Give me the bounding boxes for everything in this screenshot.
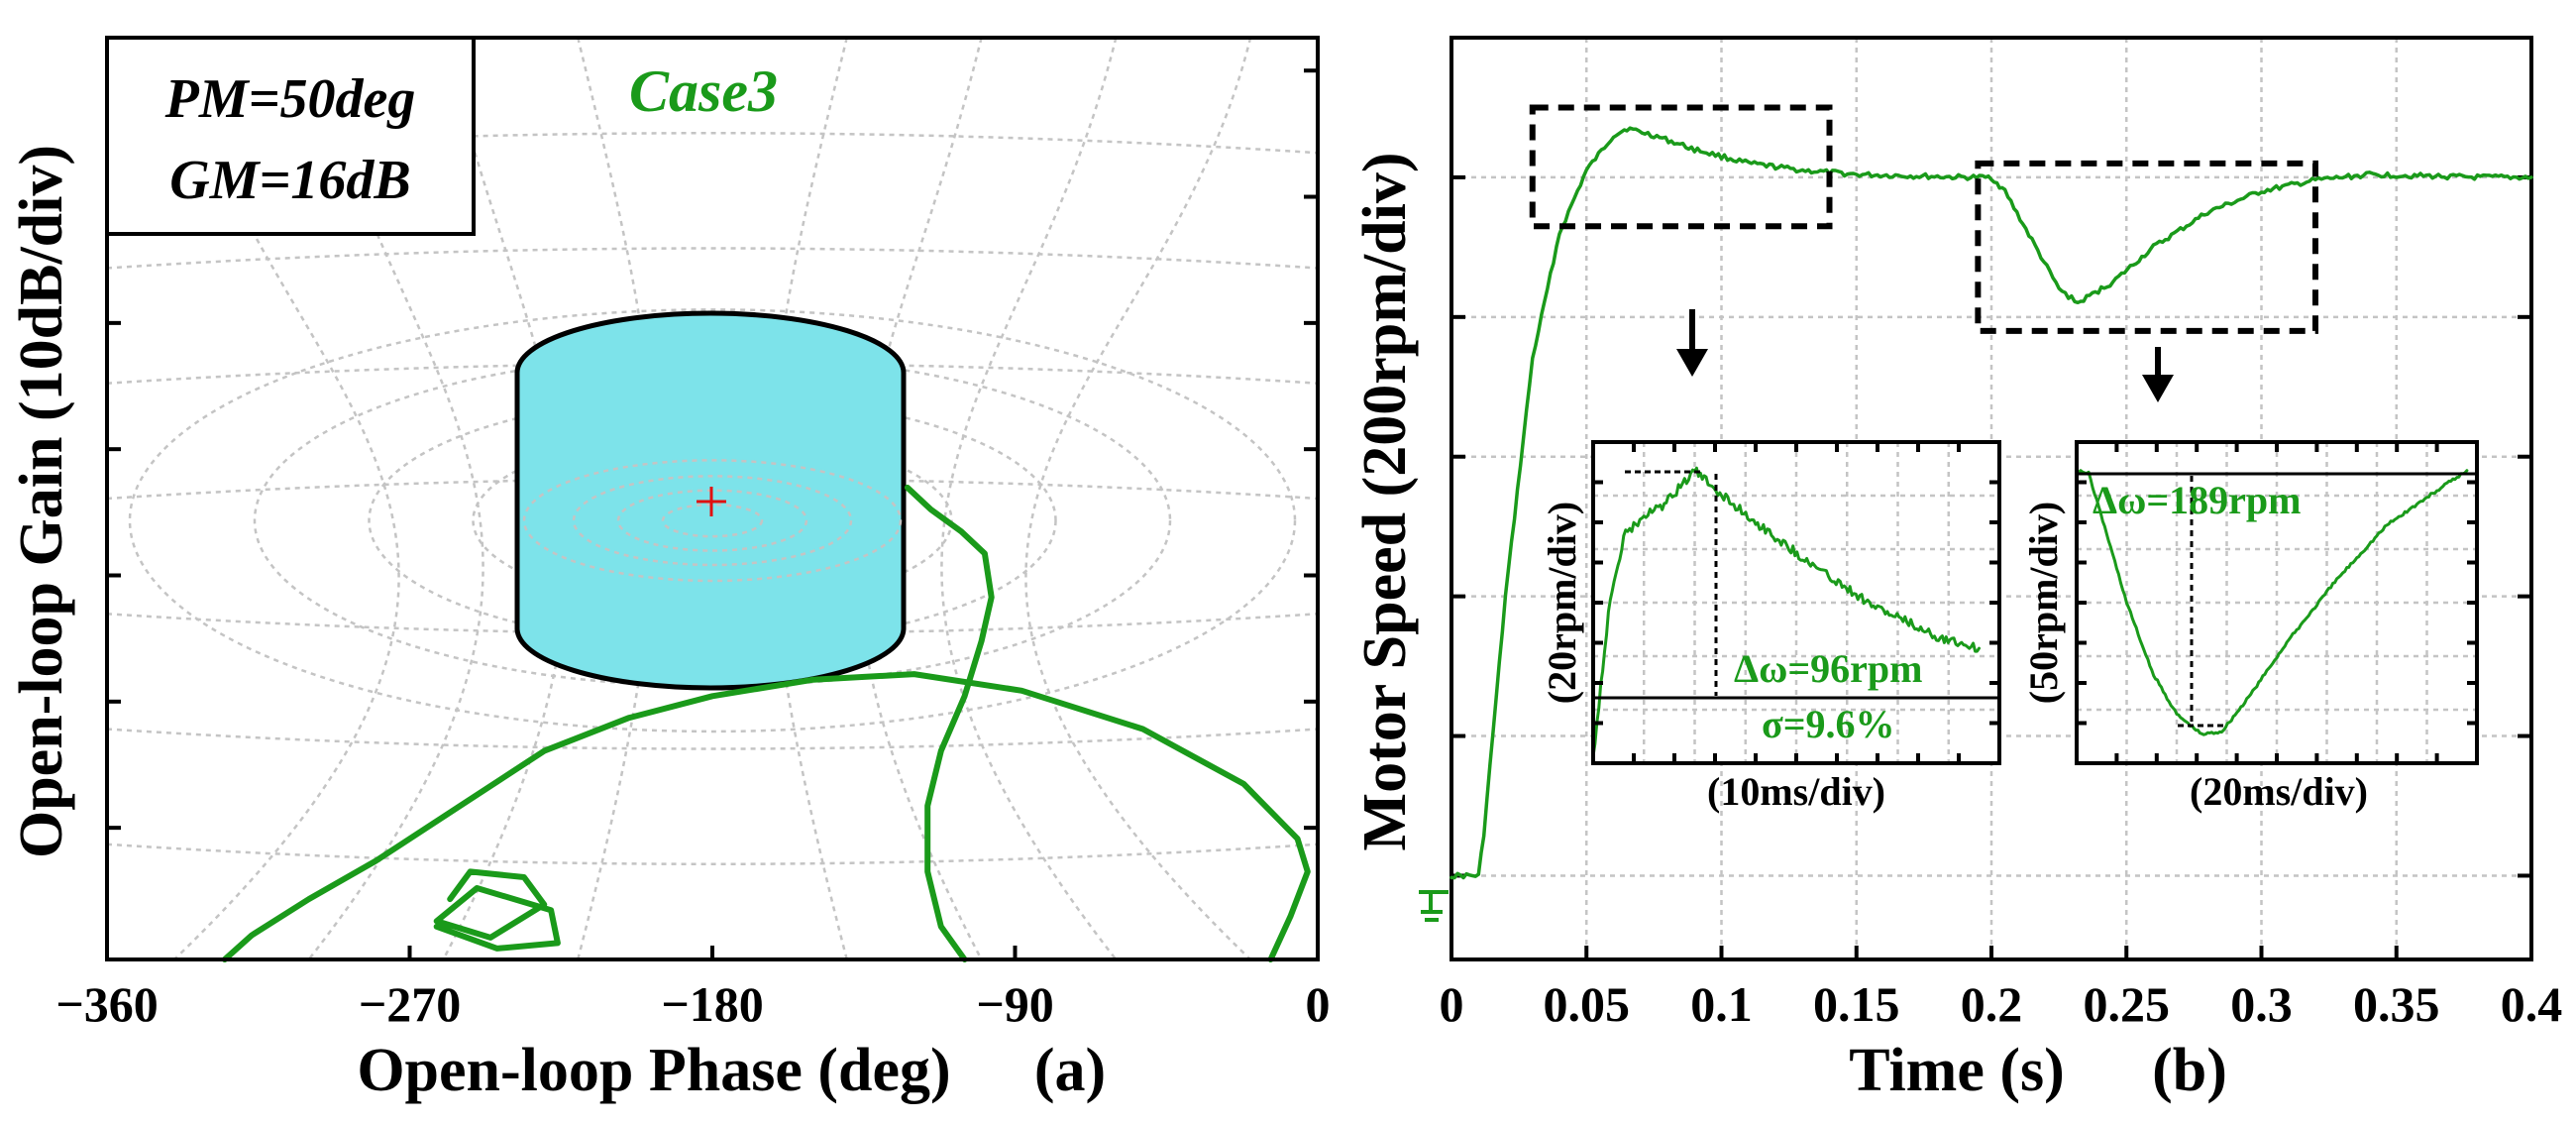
panel-label-a: (a) — [1034, 1037, 1106, 1104]
loop-curve — [433, 868, 561, 952]
zoom-box — [1975, 160, 2318, 334]
inset2-y-label: (50rpm/div) — [2021, 502, 2066, 704]
inset1-grid — [1593, 442, 1999, 763]
inset2-ticks — [2077, 442, 2477, 763]
nichols-chart-panel: PM=50deg GM=16dB Case3 −360 −270 −180 −90 0 … — [8, 36, 1331, 1104]
x-tick-label-a: 0 — [1306, 976, 1331, 1032]
pm-label: PM=50deg — [164, 68, 416, 130]
x-tick-label-b: 0.3 — [2230, 976, 2293, 1032]
gain-contour — [106, 728, 1319, 750]
y-axis-label-a: Open-loop Gain (10dB/div) — [8, 145, 75, 858]
speed-trace — [1449, 126, 2533, 880]
inner-m-circle — [661, 503, 764, 538]
speed-response-panel: Δω=96rpm σ=9.6% (10ms/div) (20rpm/div) Δ… — [1351, 36, 2563, 1104]
x-tick-label-b: 0.4 — [2501, 976, 2563, 1032]
inset1-y-label: (20rpm/div) — [1540, 502, 1584, 704]
inset1-curve — [1591, 466, 1981, 758]
m-circle — [128, 308, 1297, 733]
inset2-delta-label: Δω=189rpm — [2093, 478, 2301, 522]
loop-curve — [221, 671, 1311, 962]
y-axis-label-b: Motor Speed (200rpm/div) — [1351, 153, 1419, 851]
x-tick-label-a: −270 — [359, 976, 462, 1032]
inset1-delta-label: Δω=96rpm — [1734, 646, 1922, 691]
critical-point-marker — [697, 487, 726, 516]
x-tick-labels-a: −360 −270 −180 −90 0 — [55, 976, 1330, 1032]
n-circle — [940, 37, 1118, 960]
zoom-boxes — [1529, 104, 2318, 334]
dip-inset: Δω=189rpm (20ms/div) (50rpm/div) — [2021, 440, 2479, 814]
overshoot-inset: Δω=96rpm σ=9.6% (10ms/div) (20rpm/div) — [1540, 440, 2001, 814]
inset-trace — [1591, 466, 1981, 758]
x-axis-label-b: Time (s) — [1849, 1037, 2065, 1104]
x-axis-label-a: Open-loop Phase (deg) — [357, 1037, 950, 1104]
n-circle — [172, 37, 400, 960]
zoom-arrows — [1676, 309, 2174, 402]
panel-label-b: (b) — [2152, 1037, 2227, 1104]
x-tick-labels-b: 0 0.05 0.1 0.15 0.2 0.25 0.3 0.35 0.4 — [1440, 976, 2563, 1032]
x-tick-label-b: 0 — [1440, 976, 1464, 1032]
x-tick-label-b: 0.1 — [1690, 976, 1753, 1032]
axis-ticks-b — [1449, 174, 2533, 959]
x-tick-label-a: −360 — [55, 976, 159, 1032]
inset-trace — [2075, 469, 2469, 736]
inner-m-circle — [522, 459, 903, 583]
x-tick-label-b: 0.2 — [1961, 976, 2023, 1032]
x-tick-label-b: 0.25 — [2084, 976, 2171, 1032]
gm-label: GM=16dB — [169, 150, 411, 211]
x-tick-label-b: 0.35 — [2353, 976, 2440, 1032]
speed-curve — [1449, 126, 2533, 880]
x-tick-label-b: 0.15 — [1813, 976, 1900, 1032]
inset2-x-label: (20ms/div) — [2190, 769, 2368, 814]
x-tick-label-b: 0.05 — [1544, 976, 1631, 1032]
ground-symbol — [1419, 890, 1449, 922]
n-circle — [1024, 37, 1252, 960]
inset2-curve — [2075, 469, 2469, 736]
case-title: Case3 — [629, 58, 778, 124]
inner-m-circle — [572, 475, 853, 567]
gain-contour — [106, 843, 1319, 865]
x-tick-label-a: −180 — [661, 976, 764, 1032]
inset1-sigma-label: σ=9.6% — [1762, 702, 1895, 746]
inset1-ticks — [1593, 442, 1999, 763]
loop-curves — [221, 484, 1311, 962]
x-tick-label-a: −90 — [976, 976, 1054, 1032]
inset1-x-label: (10ms/div) — [1707, 769, 1885, 814]
loop-curve — [904, 484, 995, 962]
gain-contour — [106, 247, 1319, 270]
margins-legend-box: PM=50deg GM=16dB — [105, 36, 476, 236]
